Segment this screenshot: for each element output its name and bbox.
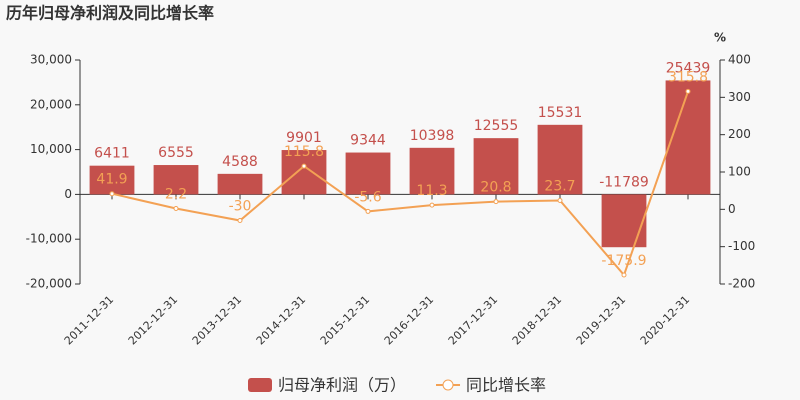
bar [89, 165, 135, 195]
legend-swatch [248, 378, 272, 392]
legend-item[interactable]: 归母净利润（万） [248, 376, 406, 395]
bar [345, 152, 391, 195]
bar-value-label: 6555 [158, 145, 194, 161]
x-tick-label: 2019-12-31 [574, 293, 628, 347]
y-tick-label: -20,000 [26, 277, 72, 291]
x-tick-label: 2016-12-31 [382, 293, 436, 347]
bar [281, 150, 327, 195]
line-point [365, 208, 371, 214]
bar [601, 194, 647, 248]
line-value-label: 315.8 [668, 69, 708, 85]
line-point [685, 88, 691, 94]
line-point [237, 218, 243, 224]
line [111, 91, 689, 277]
y-tick-label: 30,000 [30, 53, 72, 67]
bar [217, 173, 263, 195]
bar-value-label: 15531 [538, 105, 583, 121]
y2-tick-label: 200 [728, 127, 751, 141]
line-value-label: 11.3 [416, 183, 447, 199]
bar-value-label: -11789 [599, 174, 649, 190]
y2-axis-label: % [714, 31, 726, 45]
line-point [109, 191, 115, 197]
bar-value-label: 12555 [474, 118, 519, 134]
legend-label: 同比增长率 [466, 376, 546, 395]
line-value-label: 2.2 [165, 187, 187, 203]
x-tick-label: 2011-12-31 [62, 293, 116, 347]
bar [473, 138, 519, 195]
legend-swatch-point [442, 379, 454, 391]
line-value-label: 41.9 [96, 172, 127, 188]
bar-value-label: 6411 [94, 146, 130, 162]
bar-value-label: 25439 [666, 60, 711, 76]
y2-tick-label: -200 [728, 277, 755, 291]
line-point [493, 199, 499, 205]
x-tick-label: 2020-12-31 [638, 293, 692, 347]
line-value-label: 20.8 [480, 180, 511, 196]
x-tick-label: 2013-12-31 [190, 293, 244, 347]
line-point [301, 163, 307, 169]
y2-tick-label: 100 [728, 165, 751, 179]
bar-value-label: 10398 [410, 128, 455, 144]
y-tick-label: 0 [64, 187, 72, 201]
bar [665, 80, 711, 195]
line-value-label: -175.9 [601, 253, 646, 269]
y2-tick-label: -100 [728, 239, 755, 253]
y-tick-label: 10,000 [30, 142, 72, 156]
line-value-label: -30 [229, 199, 252, 215]
bar [537, 124, 583, 195]
bar [153, 165, 199, 195]
y-tick-label: 20,000 [30, 97, 72, 111]
line-point [429, 202, 435, 208]
line-value-label: 115.8 [284, 144, 324, 160]
bar [409, 147, 455, 195]
legend: 归母净利润（万） 同比增长率 [248, 376, 546, 395]
x-tick-label: 2014-12-31 [254, 293, 308, 347]
x-tick-label: 2012-12-31 [126, 293, 180, 347]
legend-item[interactable]: 同比增长率 [436, 376, 546, 395]
x-tick-label: 2017-12-31 [446, 293, 500, 347]
chart-title: 历年归母净利润及同比增长率 [6, 4, 214, 23]
bar-value-label: 9901 [286, 130, 322, 146]
y2-tick-label: 300 [728, 90, 751, 104]
legend-label: 归母净利润（万） [278, 376, 406, 395]
line-point [173, 206, 179, 212]
bar-value-label: 4588 [222, 154, 258, 170]
y2-tick-label: 0 [728, 202, 736, 216]
bar-value-label: 9344 [350, 133, 386, 149]
x-tick-label: 2018-12-31 [510, 293, 564, 347]
y-tick-label: -10,000 [26, 232, 72, 246]
line-point [621, 272, 627, 278]
line-value-label: -5.6 [354, 189, 381, 205]
y2-tick-label: 400 [728, 53, 751, 67]
x-tick-label: 2015-12-31 [318, 293, 372, 347]
line-point [557, 197, 563, 203]
line-value-label: 23.7 [544, 178, 575, 194]
